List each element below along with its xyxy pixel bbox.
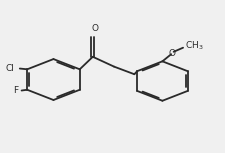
Text: F: F	[13, 86, 18, 95]
Text: CH$_3$: CH$_3$	[184, 40, 203, 52]
Text: Cl: Cl	[6, 64, 15, 73]
Text: O: O	[91, 24, 98, 33]
Text: O: O	[168, 49, 175, 58]
